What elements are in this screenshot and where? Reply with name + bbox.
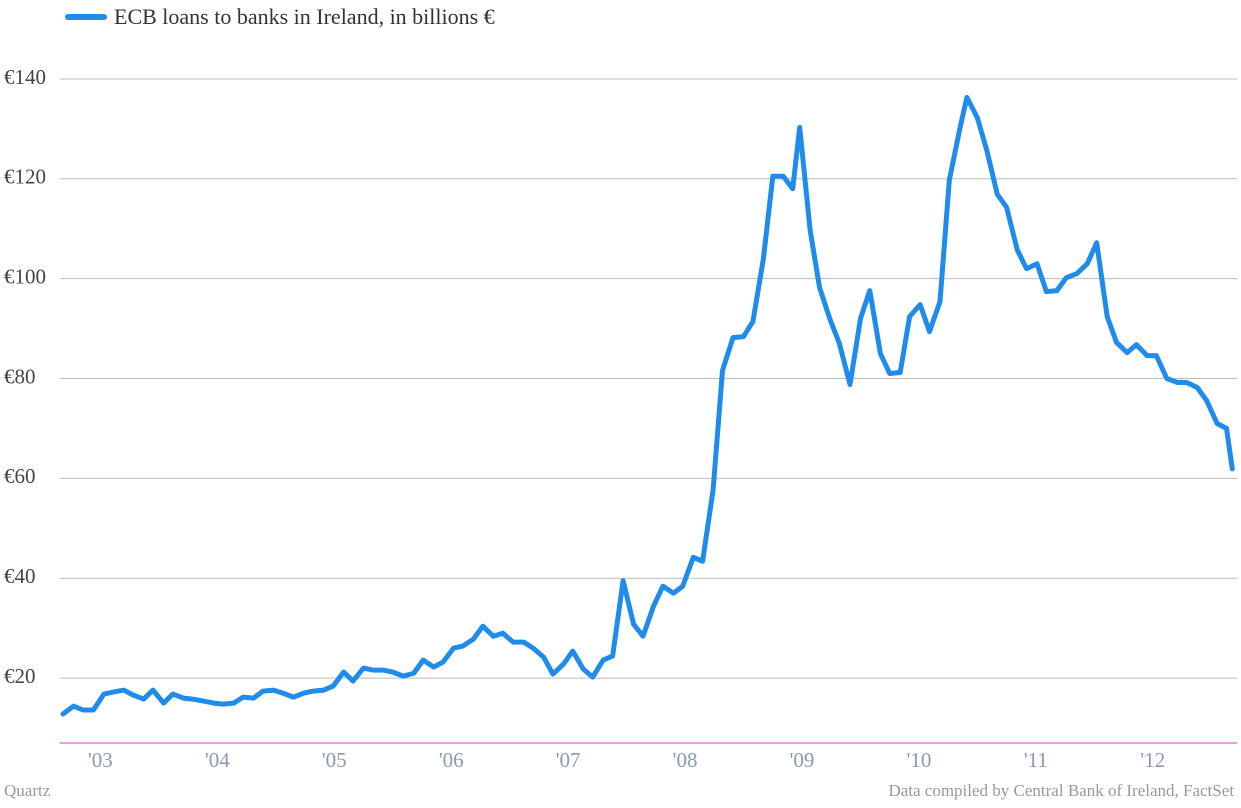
y-tick-label: €80 <box>4 364 36 388</box>
x-tick-label: '04 <box>205 748 230 772</box>
y-tick-label: €20 <box>4 664 36 688</box>
y-tick-label: €120 <box>4 165 46 189</box>
y-tick-label: €60 <box>4 464 36 488</box>
credit: Quartz <box>4 781 51 800</box>
y-tick-label: €100 <box>4 264 46 288</box>
x-tick-label: '09 <box>790 748 815 772</box>
x-tick-label: '08 <box>673 748 698 772</box>
source: Data compiled by Central Bank of Ireland… <box>888 781 1234 800</box>
x-tick-label: '12 <box>1140 748 1165 772</box>
x-tick-label: '03 <box>88 748 113 772</box>
x-tick-label: '05 <box>322 748 347 772</box>
x-tick-label: '07 <box>556 748 581 772</box>
line <box>60 94 1235 717</box>
y-tick-label: €140 <box>4 65 46 89</box>
legend-label: ECB loans to banks in Ireland, in billio… <box>114 4 495 29</box>
x-tick-label: '11 <box>1024 748 1048 772</box>
x-tick-label: '10 <box>907 748 932 772</box>
y-tick-label: €40 <box>4 564 36 588</box>
x-tick-label: '06 <box>439 748 464 772</box>
